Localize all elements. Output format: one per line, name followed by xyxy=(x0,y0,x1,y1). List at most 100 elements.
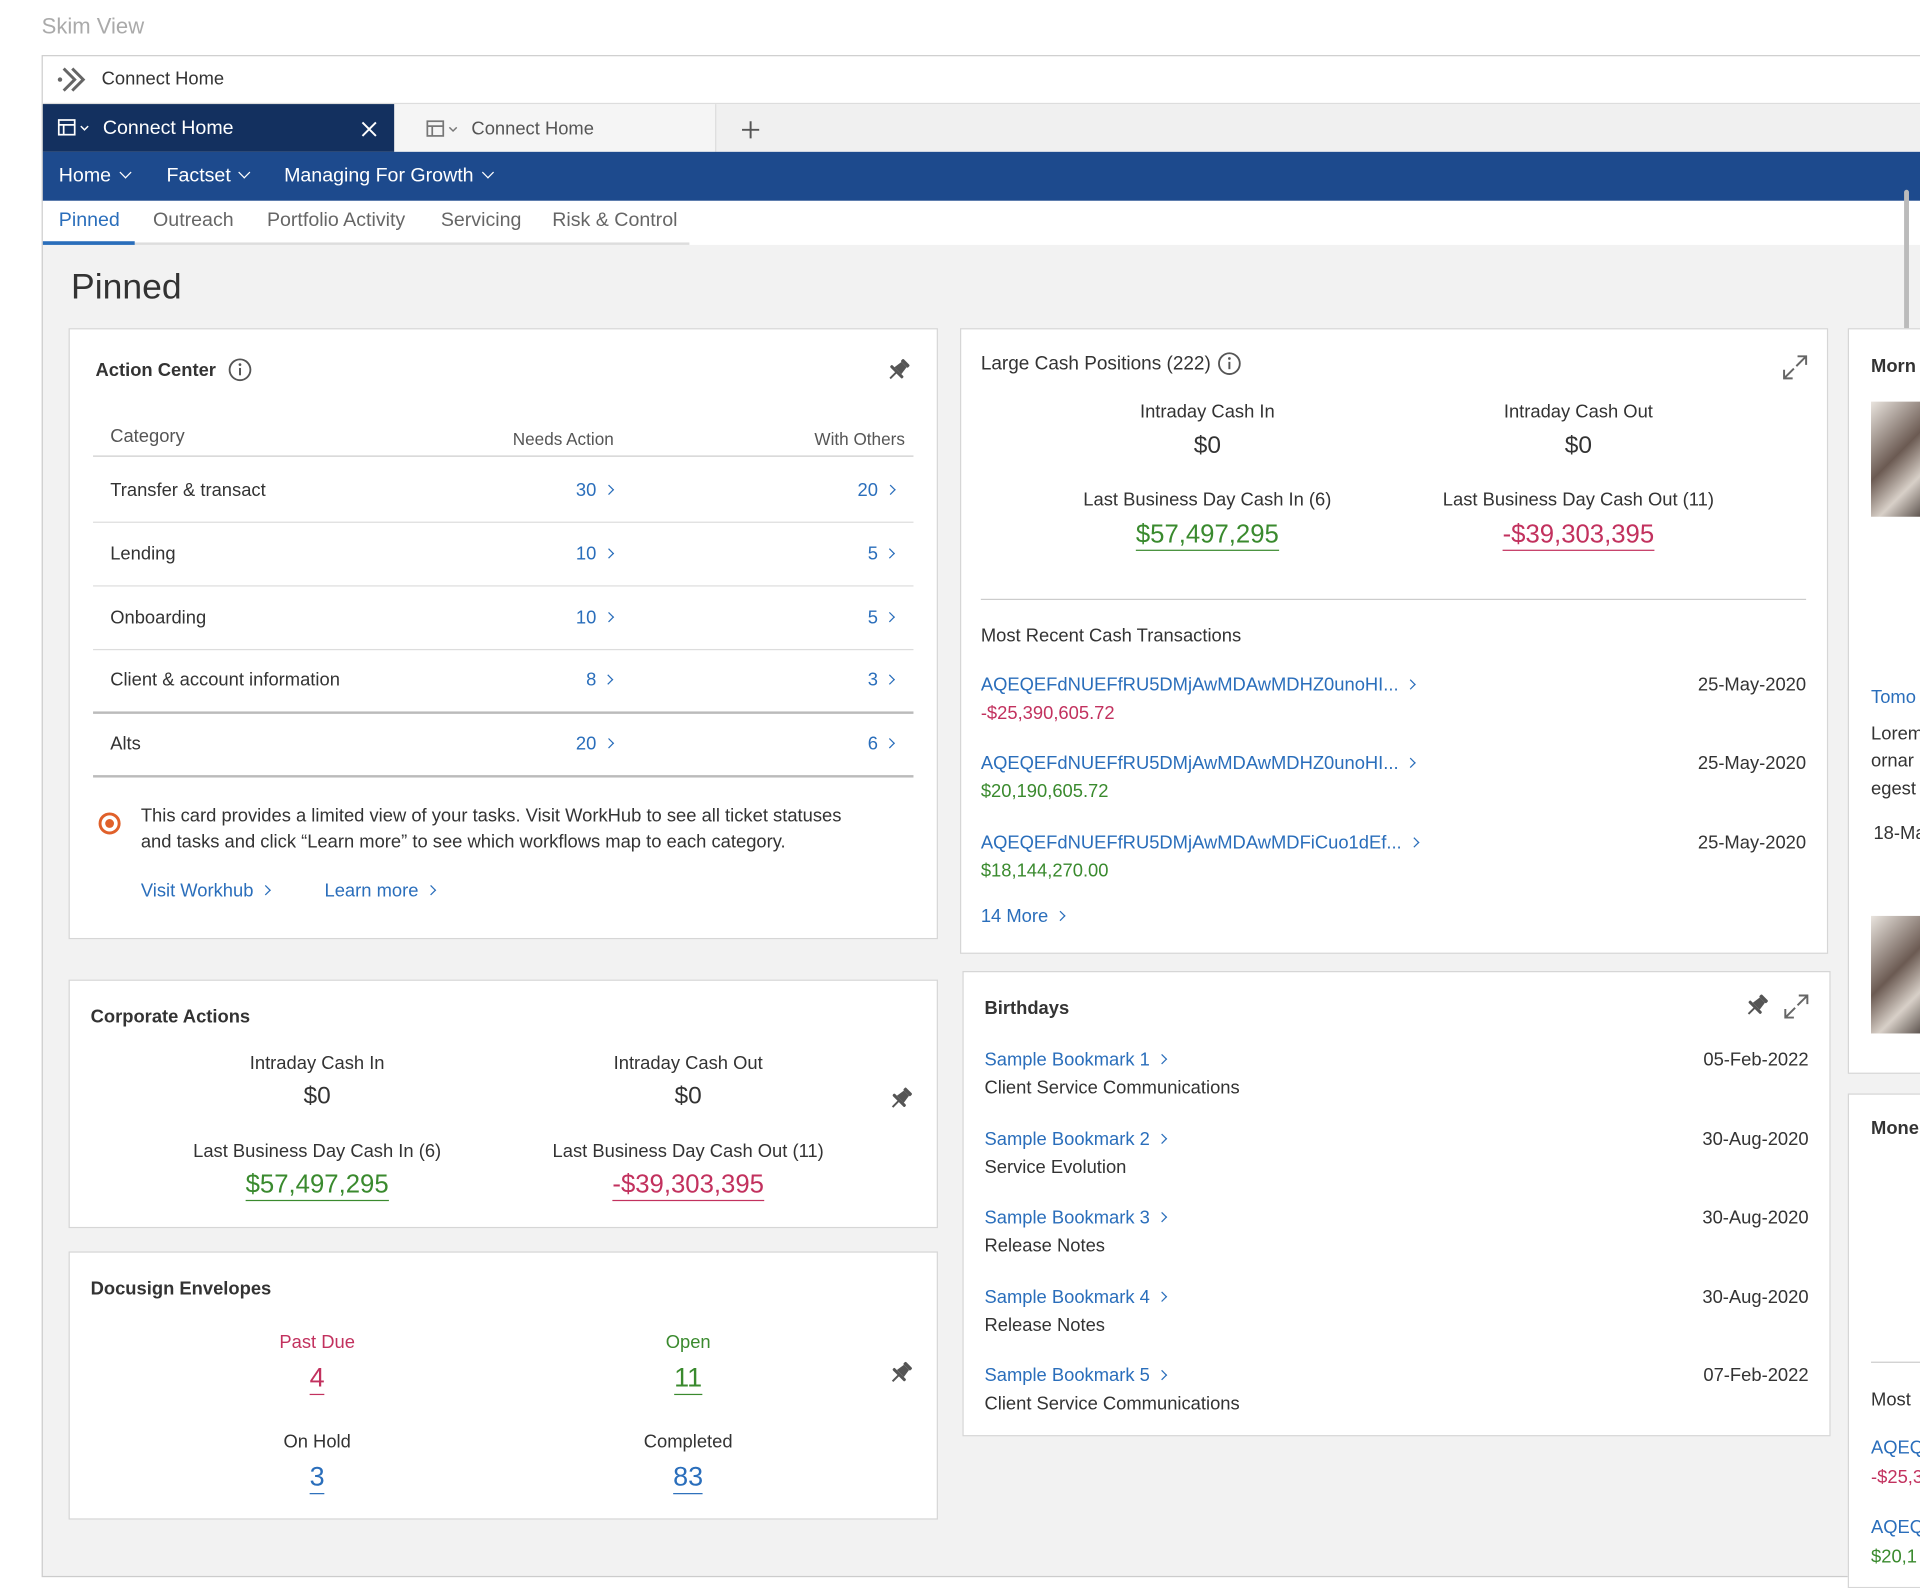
needs-action[interactable]: 20 xyxy=(576,734,612,756)
article-link[interactable]: Tomo xyxy=(1871,686,1916,708)
with-others[interactable]: 3 xyxy=(868,670,894,692)
transaction-date: 25-May-2020 xyxy=(1697,753,1807,775)
subnav-item[interactable]: Servicing xyxy=(440,209,522,231)
article-text: egest xyxy=(1871,778,1916,800)
with-others[interactable]: 20 xyxy=(858,480,894,502)
transaction-id[interactable]: AQEQ xyxy=(1871,1517,1920,1538)
more-link[interactable]: 14 More xyxy=(981,906,1064,928)
status-count[interactable]: 11 xyxy=(674,1362,703,1396)
subnav-item[interactable]: Pinned xyxy=(58,209,120,231)
category: Transfer & transact xyxy=(110,480,266,501)
transaction-id[interactable]: AQEQEFdNUEFfRU5DMjAwMDAwMDFiCuo1dEf... xyxy=(981,832,1418,854)
transaction-id[interactable]: AQEQ xyxy=(1871,1437,1920,1459)
image xyxy=(1871,915,1920,1034)
bookmark-subtitle: Client Service Communications xyxy=(984,1077,1240,1099)
transaction-amount: $20,1 xyxy=(1871,1546,1917,1568)
divider xyxy=(93,455,914,457)
pin-icon[interactable] xyxy=(885,356,912,383)
stat-value: -$39,303,395 xyxy=(1502,519,1655,552)
link[interactable]: Learn more xyxy=(324,880,434,902)
category: Client & account information xyxy=(110,670,340,692)
transaction-amount: $18,144,270.00 xyxy=(980,860,1109,882)
header-bar xyxy=(42,56,1920,105)
category: Onboarding xyxy=(110,606,207,628)
tab-label[interactable]: Connect Home xyxy=(471,118,594,140)
column-header: With Others xyxy=(814,429,905,449)
bookmark-link[interactable]: Sample Bookmark 1 xyxy=(984,1049,1165,1071)
expand-icon[interactable] xyxy=(1783,993,1810,1020)
with-others[interactable]: 5 xyxy=(868,543,894,565)
page-title: Pinned xyxy=(71,267,182,307)
bookmark-subtitle: Release Notes xyxy=(984,1235,1105,1257)
bookmark-link[interactable]: Sample Bookmark 2 xyxy=(984,1128,1165,1150)
stat-label: Last Business Day Cash In (6) xyxy=(193,1141,442,1163)
subnav-item[interactable]: Outreach xyxy=(153,209,234,231)
card-title: Mone xyxy=(1871,1117,1919,1139)
bookmark-date: 30-Aug-2020 xyxy=(1702,1207,1809,1229)
tab-label: Connect Home xyxy=(102,118,234,139)
needs-action[interactable]: 8 xyxy=(586,670,612,692)
tab-icon xyxy=(57,119,89,136)
transaction-id[interactable]: AQEQEFdNUEFfRU5DMjAwMDAwMDHZ0unoHI... xyxy=(981,753,1415,775)
subnav-item[interactable]: Portfolio Activity xyxy=(266,209,406,231)
link[interactable]: Visit Workhub xyxy=(141,880,270,902)
with-others[interactable]: 6 xyxy=(868,734,894,756)
transaction-id[interactable]: AQEQEFdNUEFfRU5DMjAwMDAwMDHZ0unoHI... xyxy=(981,675,1415,697)
bookmark-date: 30-Aug-2020 xyxy=(1702,1128,1809,1150)
transaction-amount: $20,190,605.72 xyxy=(980,781,1109,803)
close-icon[interactable] xyxy=(361,121,377,137)
divider xyxy=(93,585,914,587)
expand-icon[interactable] xyxy=(1782,354,1809,381)
needs-action[interactable]: 10 xyxy=(576,607,612,629)
subnav-active xyxy=(42,241,135,245)
needs-action[interactable]: 10 xyxy=(576,543,612,565)
subnav-bar xyxy=(42,200,1920,245)
stat-label: Intraday Cash Out xyxy=(613,1053,763,1074)
bookmark-link[interactable]: Sample Bookmark 5 xyxy=(984,1365,1165,1387)
docusign-card xyxy=(68,1251,938,1520)
card-title: Action Center xyxy=(95,360,216,381)
pin-icon[interactable] xyxy=(888,1085,915,1112)
card-title: Corporate Actions xyxy=(90,1006,251,1028)
card-title: Docusign Envelopes xyxy=(90,1278,272,1300)
article-date: 18-Ma xyxy=(1873,822,1920,844)
add-tab[interactable] xyxy=(741,120,761,140)
bookmark-subtitle: Client Service Communications xyxy=(984,1393,1240,1415)
stat-value: $0 xyxy=(1564,432,1592,460)
article-text: ornar xyxy=(1871,750,1914,772)
bookmark-subtitle: Release Notes xyxy=(984,1314,1105,1336)
nav-item[interactable]: Home xyxy=(59,165,130,188)
divider xyxy=(980,598,1807,601)
pin-icon[interactable] xyxy=(1744,992,1771,1019)
stat-label: Last Business Day Cash In (6) xyxy=(1083,489,1332,511)
status-label: Past Due xyxy=(279,1332,355,1354)
bookmark-date: 05-Feb-2022 xyxy=(1703,1049,1809,1071)
nav-item[interactable]: Factset xyxy=(167,165,250,188)
logo xyxy=(57,67,86,92)
card-title: Large Cash Positions (222) xyxy=(980,353,1211,375)
bookmark-link[interactable]: Sample Bookmark 3 xyxy=(984,1207,1165,1229)
subnav-item[interactable]: Risk & Control xyxy=(552,209,678,231)
stat-value: $0 xyxy=(303,1082,331,1110)
bookmark-link[interactable]: Sample Bookmark 4 xyxy=(984,1286,1165,1308)
status-count[interactable]: 3 xyxy=(309,1461,325,1495)
tab xyxy=(394,104,717,152)
status-count[interactable]: 83 xyxy=(673,1461,704,1495)
stat-value: $57,497,295 xyxy=(245,1169,389,1202)
card-title: Morn xyxy=(1871,356,1916,378)
needs-action[interactable]: 30 xyxy=(576,480,612,502)
section-title: Most Recent Cash Transactions xyxy=(980,625,1242,647)
info-icon[interactable] xyxy=(228,358,252,382)
app-title: Connect Home xyxy=(101,68,225,90)
pin-icon[interactable] xyxy=(888,1359,915,1386)
status-count[interactable]: 4 xyxy=(309,1362,325,1396)
transaction-date: 25-May-2020 xyxy=(1697,832,1807,853)
right-card xyxy=(1847,1093,1920,1588)
stat-label: Intraday Cash Out xyxy=(1503,401,1653,423)
info-icon[interactable] xyxy=(1217,351,1241,376)
tab-icon xyxy=(426,120,458,137)
with-others[interactable]: 5 xyxy=(868,607,894,629)
tab-active xyxy=(42,104,395,152)
nav-item[interactable]: Managing For Growth xyxy=(284,165,492,188)
